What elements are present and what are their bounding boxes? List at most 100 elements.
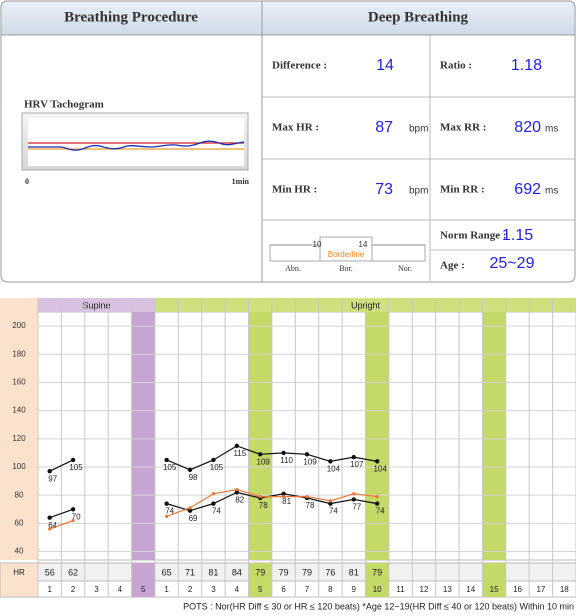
x-tick-label: 4	[235, 585, 240, 594]
x-tick-label: 10	[373, 585, 382, 594]
point	[374, 501, 380, 506]
hr-value: 56	[45, 567, 55, 577]
field-value: 1.18	[511, 57, 542, 74]
phase-highlight	[248, 563, 272, 597]
scale-zone: Nor.	[398, 264, 412, 273]
series-line	[49, 445, 378, 472]
scale-high: 14	[359, 240, 368, 249]
x-tick-label: 13	[443, 585, 452, 594]
data-label: 78	[259, 501, 268, 510]
point	[70, 507, 76, 512]
hr-value: 81	[208, 567, 218, 577]
scale-zone: Abn.	[285, 264, 301, 273]
phase-header	[38, 298, 155, 312]
data-label: 69	[189, 514, 198, 523]
y-tick-label: 180	[12, 349, 26, 358]
point	[48, 527, 52, 531]
data-label: 105	[210, 463, 224, 472]
field-value: 692	[514, 181, 541, 198]
x-tick-label: 4	[118, 585, 123, 594]
x-tick-label: 11	[396, 585, 405, 594]
x-tick-label: 3	[94, 585, 99, 594]
data-label: 105	[163, 463, 177, 472]
point	[351, 497, 356, 502]
field-value: 73	[375, 181, 393, 198]
data-label: 104	[373, 464, 387, 473]
x-tick-label: 1	[164, 585, 169, 594]
hr-value: 79	[255, 567, 265, 577]
data-label: 109	[257, 457, 271, 466]
header-title: Breathing Procedure	[64, 9, 198, 25]
x-tick-label: 8	[328, 585, 333, 594]
scale-diagram: 10 14 Borderline Abn. Bor. Nor.	[269, 236, 426, 273]
point	[328, 499, 332, 503]
point	[282, 494, 286, 499]
point	[47, 469, 52, 474]
field-label: Age :	[440, 260, 465, 272]
data-label: 64	[48, 521, 57, 530]
scale-band	[319, 236, 373, 262]
x-tick-label: 15	[490, 585, 499, 594]
x-tick-label: 6	[281, 585, 286, 594]
phase-highlight	[131, 312, 155, 560]
field-label: Max RR :	[440, 122, 486, 134]
data-label: 74	[376, 507, 385, 516]
point	[211, 457, 216, 463]
data-label: 74	[212, 507, 221, 516]
data-label: 110	[280, 456, 293, 465]
data-label: 70	[72, 512, 81, 521]
hr-value: 81	[349, 567, 359, 577]
hr-label-cell	[0, 562, 39, 598]
x-tick-label: 17	[536, 585, 545, 594]
data-label: 98	[189, 473, 198, 482]
hr-value: 65	[162, 567, 172, 577]
data-label: 97	[48, 474, 57, 483]
x-tick-label: 5	[141, 585, 146, 594]
phase-highlight	[365, 312, 389, 560]
x-tick-label: 2	[188, 585, 193, 594]
y-tick-label: 80	[15, 490, 24, 499]
y-tick-label: 120	[12, 434, 26, 443]
data-label: 107	[350, 460, 364, 469]
y-tick-label: 100	[12, 462, 26, 471]
field-value: 14	[376, 57, 394, 74]
x-tick-label: 2	[71, 585, 76, 594]
phase-label: Supine	[82, 300, 110, 310]
y-tick-label: 40	[15, 547, 24, 556]
y-tick-label: 60	[15, 518, 24, 527]
point	[234, 490, 240, 495]
scale-zone: Bor.	[339, 264, 353, 273]
y-tick-label: 200	[12, 321, 26, 330]
data-label: 78	[306, 501, 315, 510]
data-label: 81	[282, 497, 291, 506]
x-tick-label: 18	[560, 585, 569, 594]
phase-highlight	[248, 312, 272, 560]
point	[188, 506, 192, 510]
x-tick-label: 7	[305, 585, 310, 594]
y-tick-label: 160	[12, 378, 26, 387]
point	[375, 494, 379, 499]
field-label: Difference :	[272, 60, 327, 72]
hr-value: 79	[302, 567, 312, 577]
point	[47, 515, 52, 520]
hr-value: 79	[372, 567, 382, 577]
data-label: 74	[329, 507, 338, 516]
field-label: Min HR :	[272, 184, 317, 196]
field-value: 820	[514, 119, 541, 136]
phase-highlight	[365, 563, 389, 597]
data-label: 74	[165, 507, 174, 516]
point	[164, 501, 169, 506]
series-line	[49, 488, 378, 530]
hr-value: 84	[232, 567, 242, 577]
phase-highlight	[482, 563, 506, 597]
field-value: 1.15	[502, 227, 533, 244]
point	[374, 459, 380, 464]
x-tick-label: 12	[420, 585, 429, 594]
point	[351, 454, 356, 460]
hr-label: HR	[13, 568, 25, 577]
tachogram-label: HRV Tachogram	[24, 99, 104, 111]
x-tick-label: 5	[258, 585, 263, 594]
x-tick-label: 16	[513, 585, 522, 594]
axis-label: 0	[25, 177, 29, 186]
field-unit: ms	[545, 186, 558, 197]
